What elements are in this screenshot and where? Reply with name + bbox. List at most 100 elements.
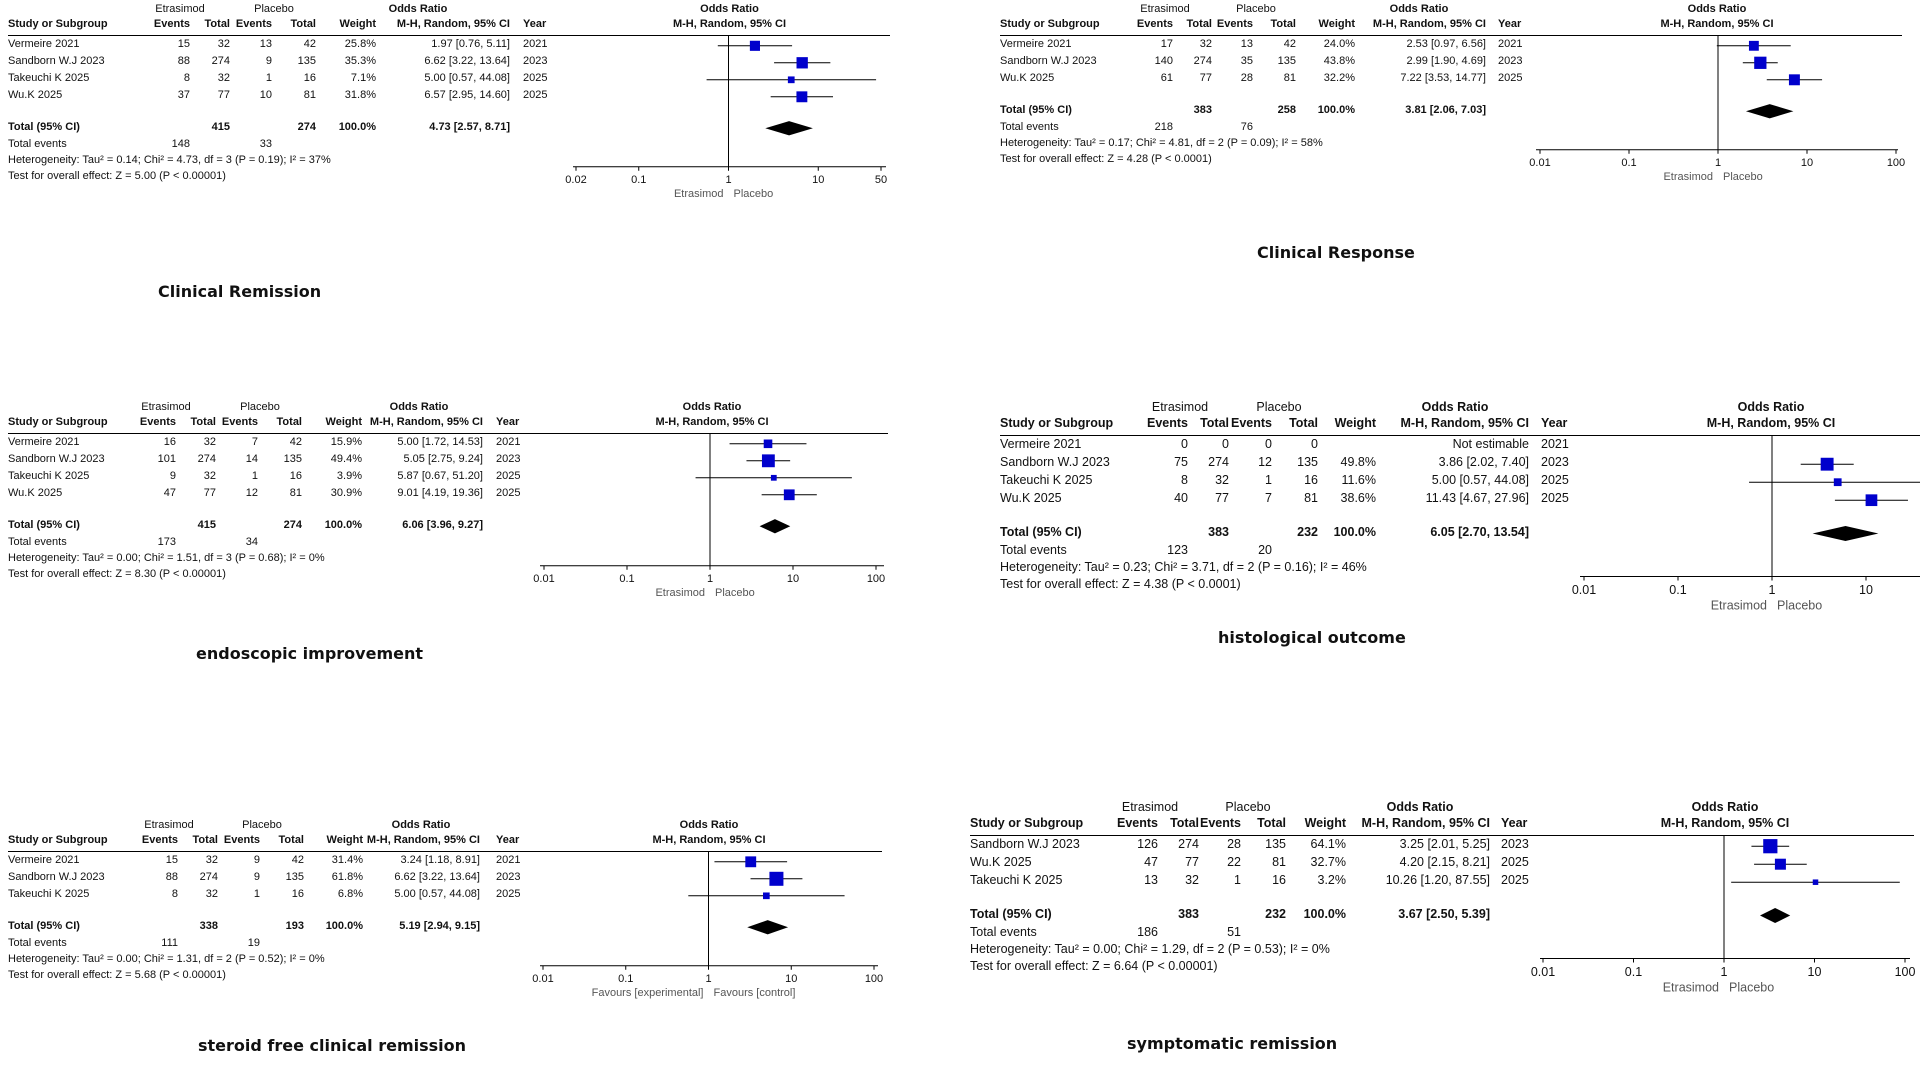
- exp-events: 17: [1160, 38, 1173, 51]
- column-group-header: Etrasimod Placebo Odds Ratio: [8, 818, 450, 832]
- column-group-header: Etrasimod Placebo Odds Ratio: [8, 2, 447, 16]
- ctrl-events: 7: [251, 436, 258, 449]
- ctrl-total-events: 51: [1227, 924, 1241, 939]
- x-tick-label: 10: [1801, 157, 1813, 169]
- ctrl-total: 42: [303, 38, 316, 51]
- study-name: Wu.K 2025: [8, 89, 63, 102]
- study-effect-square: [1763, 839, 1778, 854]
- overall-effect-test: Test for overall effect: Z = 4.38 (P < 0…: [1000, 576, 1241, 591]
- study-name: Takeuchi K 2025: [970, 873, 1063, 888]
- x-tick-label: 100: [865, 973, 883, 985]
- ctrl-total: 81: [303, 89, 316, 102]
- ctrl-events: 9: [253, 854, 260, 867]
- x-tick-label: 0.01: [533, 573, 554, 585]
- study-effect-square: [763, 439, 773, 449]
- control-group-header: Placebo: [1256, 400, 1302, 414]
- exp-events: 8: [183, 72, 190, 85]
- odds-ratio-ci: 11.43 [4.67, 27.96]: [1425, 491, 1529, 506]
- figure-caption: steroid free clinical remission: [198, 1036, 467, 1055]
- x-tick-label: 1: [725, 174, 731, 186]
- ctrl-grand-total: 274: [283, 518, 302, 531]
- ctrl-total-events: 33: [259, 137, 272, 150]
- forest-plot-area: 0.01 0.1 1 10 100 Etrasimod Placebo: [533, 433, 885, 599]
- year: 2025: [523, 89, 548, 102]
- ctrl-events: 28: [1240, 72, 1253, 85]
- year-header: Year: [496, 834, 520, 847]
- study-name: Sandborn W.J 2023: [1000, 55, 1097, 68]
- plot-title: Odds Ratio: [1691, 800, 1759, 814]
- weight: 11.6%: [1341, 473, 1376, 488]
- total-weight: 100.0%: [1333, 524, 1376, 539]
- odds-ratio-ci: 5.87 [0.67, 51.20]: [397, 470, 483, 483]
- exp-total: 32: [1215, 473, 1229, 488]
- ctrl-total: 0: [1311, 437, 1318, 452]
- weight-header: Weight: [1304, 816, 1346, 831]
- ctrl-grand-total: 193: [285, 919, 304, 932]
- forest-plot-area: 0.01 0.1 1 10 100 Etrasimod Placebo: [1529, 35, 1905, 183]
- year: 2023: [1541, 455, 1569, 470]
- exp-total-header: Total: [204, 18, 230, 31]
- ctrl-total: 135: [1277, 55, 1296, 68]
- method-header: M-H, Random, 95% CI: [396, 18, 510, 31]
- exp-total: 32: [203, 470, 216, 483]
- year: 2025: [523, 72, 548, 85]
- favours-left-label: Etrasimod: [1711, 599, 1767, 613]
- ctrl-events: 10: [259, 89, 272, 102]
- weight: 61.8%: [331, 871, 363, 884]
- study-effect-square: [783, 489, 795, 501]
- year: 2023: [496, 453, 521, 466]
- exp-total-events: 186: [1137, 924, 1158, 939]
- exp-total: 32: [217, 38, 230, 51]
- column-group-header: Etrasimod Placebo Odds Ratio: [1000, 400, 1488, 414]
- odds-ratio-ci: 5.00 [0.57, 44.08]: [394, 888, 480, 901]
- exp-events-header: Events: [141, 834, 178, 847]
- study-effect-square: [1774, 858, 1786, 870]
- pooled-odds-ratio: 5.19 [2.94, 9.15]: [399, 919, 480, 932]
- exp-events: 40: [1174, 491, 1188, 506]
- exp-total: 32: [217, 72, 230, 85]
- year: 2023: [1498, 55, 1523, 68]
- study-effect-square: [1812, 879, 1819, 885]
- exp-total: 274: [211, 55, 230, 68]
- year: 2023: [496, 871, 521, 884]
- ctrl-events: 1: [251, 470, 258, 483]
- study-column-header: Study or Subgroup: [8, 834, 108, 847]
- overall-effect-test: Test for overall effect: Z = 8.30 (P < 0…: [8, 567, 226, 580]
- experimental-group-header: Etrasimod: [1151, 400, 1209, 414]
- odds-ratio-ci: 3.24 [1.18, 8.91]: [400, 854, 480, 867]
- exp-grand-total: 415: [211, 120, 230, 133]
- overall-effect-test: Test for overall effect: Z = 4.28 (P < 0…: [1000, 152, 1212, 165]
- study-column-header: Study or Subgroup: [8, 416, 108, 429]
- ctrl-events: 7: [1265, 491, 1272, 506]
- exp-events-header: Events: [1136, 18, 1173, 31]
- method-header: M-H, Random, 95% CI: [366, 834, 480, 847]
- exp-events: 47: [1144, 855, 1158, 870]
- x-tick-label: 0.1: [618, 973, 633, 985]
- ctrl-total: 81: [1272, 855, 1286, 870]
- study-effect-square: [761, 454, 775, 468]
- study-effect-square: [1865, 494, 1878, 507]
- heterogeneity-stats: Heterogeneity: Tau² = 0.00; Chi² = 1.29,…: [970, 941, 1330, 956]
- favours-left-label: Etrasimod: [655, 587, 705, 599]
- plot-subtitle: M-H, Random, 95% CI: [652, 834, 766, 847]
- ctrl-events-header: Events: [235, 18, 272, 31]
- study-effect-square: [1833, 478, 1842, 487]
- forest-plot-area: 0.01 0.1 1 10 100 Etrasimod Placebo: [1531, 835, 1915, 995]
- odds-ratio-ci: 2.53 [0.97, 6.56]: [1406, 38, 1486, 51]
- plot-title: Odds Ratio: [700, 3, 759, 15]
- odds-ratio-ci: 5.00 [1.72, 14.53]: [397, 436, 483, 449]
- exp-total: 274: [1193, 55, 1212, 68]
- method-header: M-H, Random, 95% CI: [1361, 816, 1491, 831]
- heterogeneity-stats: Heterogeneity: Tau² = 0.00; Chi² = 1.31,…: [8, 952, 325, 965]
- exp-events: 16: [163, 436, 176, 449]
- ctrl-events-header: Events: [223, 834, 260, 847]
- exp-total: 77: [217, 89, 230, 102]
- x-tick-label: 0.1: [1669, 583, 1686, 597]
- pooled-odds-ratio: 3.81 [2.06, 7.03]: [1405, 103, 1486, 116]
- study-name: Sandborn W.J 2023: [1000, 455, 1110, 470]
- study-column-header: Study or Subgroup: [8, 18, 108, 31]
- study-effect-square: [763, 892, 770, 900]
- plot-subtitle: M-H, Random, 95% CI: [1660, 18, 1774, 31]
- ctrl-total-header: Total: [1289, 416, 1318, 431]
- exp-total-events: 111: [161, 936, 178, 949]
